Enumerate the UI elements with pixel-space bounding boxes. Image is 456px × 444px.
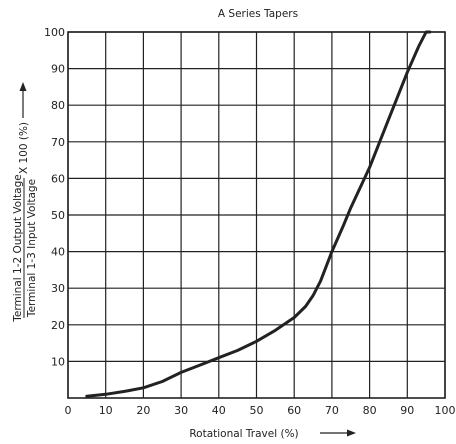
y-tick-label: 90 [51, 63, 65, 76]
x-tick-label: 10 [99, 404, 113, 417]
y-tick-label: 100 [44, 26, 65, 39]
x-tick-label: 0 [65, 404, 72, 417]
taper-curve [85, 30, 432, 398]
x-tick-label: 70 [325, 404, 339, 417]
x-tick-label: 30 [174, 404, 188, 417]
x-tick-label: 60 [287, 404, 301, 417]
x-tick-label: 20 [136, 404, 150, 417]
x-tick-label: 40 [212, 404, 226, 417]
grid [67, 31, 446, 398]
y-tick-label: 10 [51, 355, 65, 368]
x-axis-label: Rotational Travel (%) [189, 428, 298, 440]
y-tick-label: 20 [51, 319, 65, 332]
y-tick-labels: 10 20 30 40 50 60 70 80 90 100 [44, 26, 65, 368]
y-axis-label-suffix: X 100 (%) [18, 122, 30, 174]
y-axis-label-numerator: Terminal 1-2 Output Voltage [12, 174, 24, 322]
x-tick-label: 50 [250, 404, 264, 417]
y-tick-label: 40 [51, 246, 65, 259]
x-tick-label: 80 [363, 404, 377, 417]
y-tick-label: 50 [51, 209, 65, 222]
x-tick-label: 100 [435, 404, 456, 417]
x-tick-labels: 0 10 20 30 40 50 60 70 80 90 100 [65, 404, 456, 417]
chart-title: A Series Tapers [218, 8, 298, 20]
plot-border [67, 31, 446, 399]
y-axis-label: Terminal 1-2 Output Voltage Terminal 1-3… [12, 122, 38, 323]
y-tick-label: 80 [51, 99, 65, 112]
x-tick-label: 90 [400, 404, 414, 417]
y-axis-label-denominator: Terminal 1-3 Input Voltage [26, 179, 38, 318]
y-tick-label: 60 [51, 172, 65, 185]
x-axis-arrow [320, 429, 356, 437]
y-tick-label: 70 [51, 136, 65, 149]
y-axis-arrow [19, 82, 27, 118]
y-tick-label: 30 [51, 282, 65, 295]
